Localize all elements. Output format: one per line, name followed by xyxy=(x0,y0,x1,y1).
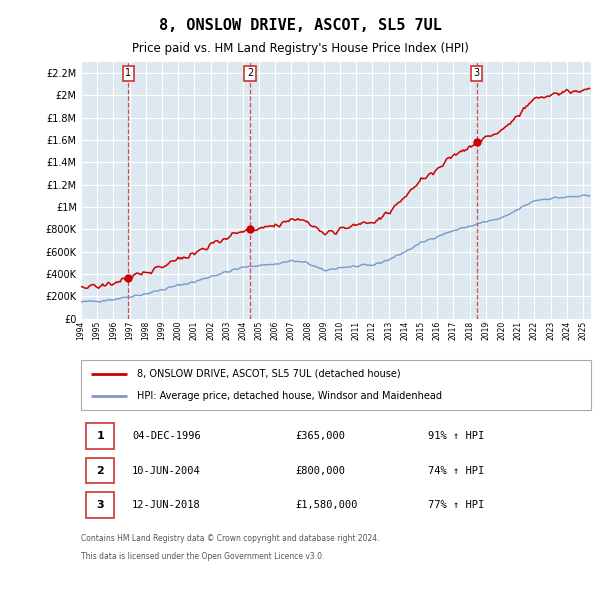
Text: £1,580,000: £1,580,000 xyxy=(295,500,358,510)
Text: 1998: 1998 xyxy=(141,320,150,340)
Text: 2014: 2014 xyxy=(400,320,409,340)
Text: 3: 3 xyxy=(97,500,104,510)
Text: 74% ↑ HPI: 74% ↑ HPI xyxy=(428,466,484,476)
Text: 2025: 2025 xyxy=(578,320,587,340)
Text: £800,000: £800,000 xyxy=(295,466,345,476)
Text: 3: 3 xyxy=(473,68,480,78)
Text: 2: 2 xyxy=(96,466,104,476)
Text: 2012: 2012 xyxy=(368,320,377,340)
Text: Contains HM Land Registry data © Crown copyright and database right 2024.: Contains HM Land Registry data © Crown c… xyxy=(81,535,380,543)
Text: 2006: 2006 xyxy=(271,320,280,340)
Text: 2001: 2001 xyxy=(190,320,199,340)
Text: 2020: 2020 xyxy=(497,320,506,340)
Text: 1999: 1999 xyxy=(157,320,166,340)
Text: 2009: 2009 xyxy=(319,320,328,340)
Text: 2016: 2016 xyxy=(433,320,442,340)
Text: 8, ONSLOW DRIVE, ASCOT, SL5 7UL (detached house): 8, ONSLOW DRIVE, ASCOT, SL5 7UL (detache… xyxy=(137,369,401,379)
FancyBboxPatch shape xyxy=(81,360,591,410)
Text: HPI: Average price, detached house, Windsor and Maidenhead: HPI: Average price, detached house, Wind… xyxy=(137,391,442,401)
Text: 2010: 2010 xyxy=(335,320,344,340)
Text: 2019: 2019 xyxy=(481,320,490,340)
Text: 2021: 2021 xyxy=(514,320,523,340)
Text: 2002: 2002 xyxy=(206,320,215,340)
FancyBboxPatch shape xyxy=(86,424,114,448)
Text: 2023: 2023 xyxy=(546,320,555,340)
Text: 04-DEC-1996: 04-DEC-1996 xyxy=(132,431,201,441)
FancyBboxPatch shape xyxy=(86,493,114,517)
Text: 2000: 2000 xyxy=(173,320,182,340)
Text: 2022: 2022 xyxy=(530,320,539,340)
Text: 91% ↑ HPI: 91% ↑ HPI xyxy=(428,431,484,441)
FancyBboxPatch shape xyxy=(86,458,114,483)
Text: 12-JUN-2018: 12-JUN-2018 xyxy=(132,500,201,510)
Text: 2003: 2003 xyxy=(222,320,231,340)
Text: 77% ↑ HPI: 77% ↑ HPI xyxy=(428,500,484,510)
Text: Price paid vs. HM Land Registry's House Price Index (HPI): Price paid vs. HM Land Registry's House … xyxy=(131,42,469,55)
Text: 1: 1 xyxy=(96,431,104,441)
Text: 2013: 2013 xyxy=(384,320,393,340)
Text: 2: 2 xyxy=(247,68,253,78)
Text: 10-JUN-2004: 10-JUN-2004 xyxy=(132,466,201,476)
Text: 1997: 1997 xyxy=(125,320,134,340)
Text: 1: 1 xyxy=(125,68,131,78)
Text: 2024: 2024 xyxy=(562,320,571,340)
Text: £365,000: £365,000 xyxy=(295,431,345,441)
Text: 2008: 2008 xyxy=(303,320,312,340)
Text: 2005: 2005 xyxy=(254,320,263,340)
Text: 2004: 2004 xyxy=(238,320,247,340)
Text: 1996: 1996 xyxy=(109,320,118,340)
Text: This data is licensed under the Open Government Licence v3.0.: This data is licensed under the Open Gov… xyxy=(81,552,325,561)
Text: 2011: 2011 xyxy=(352,320,361,340)
Text: 2015: 2015 xyxy=(416,320,425,340)
Text: 2018: 2018 xyxy=(465,320,474,340)
Text: 1994: 1994 xyxy=(77,320,86,340)
Text: 1995: 1995 xyxy=(92,320,101,340)
Text: 8, ONSLOW DRIVE, ASCOT, SL5 7UL: 8, ONSLOW DRIVE, ASCOT, SL5 7UL xyxy=(158,18,442,32)
Text: 2007: 2007 xyxy=(287,320,296,340)
Text: 2017: 2017 xyxy=(449,320,458,340)
